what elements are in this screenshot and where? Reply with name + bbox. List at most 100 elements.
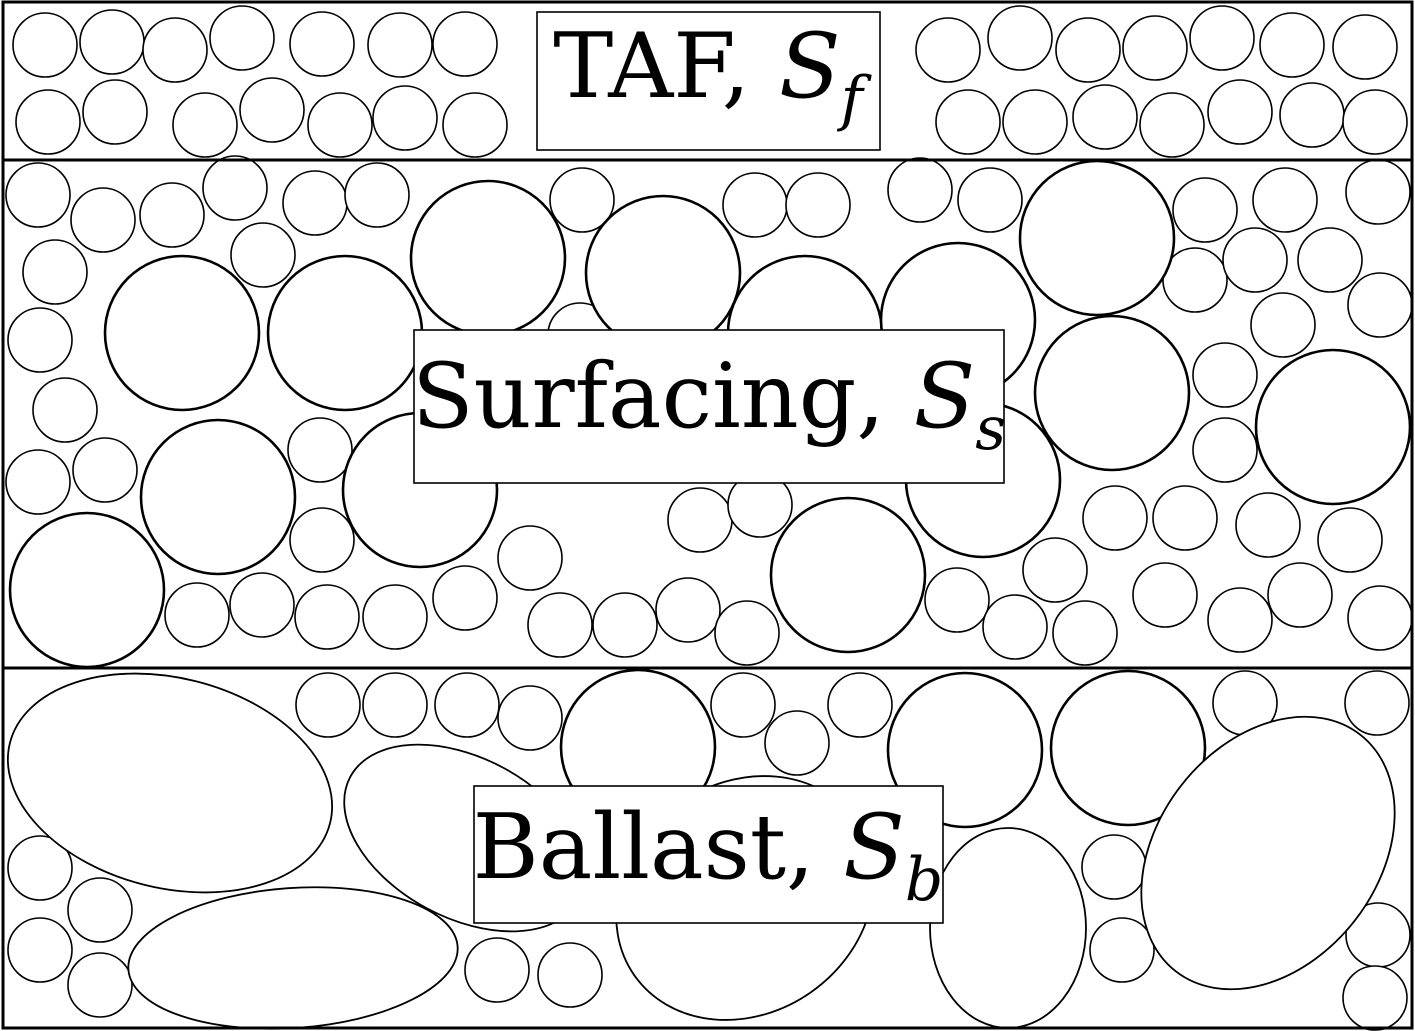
taf-grain (987, 5, 1053, 71)
ballast-label-box (473, 785, 944, 924)
taf-grain (1189, 5, 1255, 71)
taf-grain (1207, 79, 1273, 145)
ballast-label: Ballast, Sb (473, 785, 944, 924)
taf-grain (1055, 17, 1121, 83)
ballast-grain (67, 877, 133, 943)
taf-name: TAF (553, 14, 732, 119)
taf-grain (289, 11, 355, 77)
surfacing-grain (344, 162, 410, 228)
surfacing-large-grain (409, 179, 567, 337)
ballast-grain (1081, 834, 1147, 900)
surfacing-grain (229, 572, 295, 638)
surfacing-grain (722, 172, 788, 238)
surfacing-large-grain (139, 418, 297, 576)
surfacing-grain (1192, 342, 1258, 408)
ballast-name: Ballast (473, 795, 786, 900)
surfacing-large-grain (266, 254, 424, 412)
taf-label-text: TAF, Sf (553, 14, 872, 134)
surfacing-grain (362, 584, 428, 650)
surfacing-grain (957, 167, 1023, 233)
taf-grain (935, 89, 1001, 155)
surfacing-grain (1192, 417, 1258, 483)
surfacing-symbol: S (914, 344, 976, 449)
surfacing-grain (1022, 537, 1088, 603)
ballast-grain (827, 672, 893, 738)
surfacing-grain (549, 167, 615, 233)
surfacing-grain (432, 565, 498, 631)
surfacing-grain (1207, 587, 1273, 653)
surfacing-grain (1235, 492, 1301, 558)
surfacing-grain (282, 170, 348, 236)
ballast-subscript: b (905, 845, 943, 915)
taf-label: TAF, Sf (536, 11, 881, 151)
ballast-elongated-grain (929, 827, 1087, 1029)
surfacing-subscript: s (975, 394, 1006, 464)
ballast-elongated-grain (1140, 715, 1396, 991)
taf-grain (1342, 89, 1408, 155)
taf-grain (239, 77, 305, 143)
surfacing-grain (1267, 562, 1333, 628)
surfacing-grain (202, 155, 268, 221)
ballast-grain (67, 952, 133, 1018)
ballast-grain (497, 685, 563, 751)
taf-grain (1139, 92, 1205, 158)
taf-grain (15, 89, 81, 155)
ballast-grain (362, 672, 428, 738)
surfacing-grain (70, 187, 136, 253)
surfacing-grain (982, 594, 1048, 660)
ballast-grain (295, 672, 361, 738)
surfacing-grain (1222, 227, 1288, 293)
ballast-grain (464, 937, 530, 1003)
taf-grain (1259, 12, 1325, 78)
taf-grain (209, 5, 275, 71)
taf-grain (79, 9, 145, 75)
ballast-grain (434, 672, 500, 738)
surfacing-grain (1297, 227, 1363, 293)
surfacing-grain (164, 582, 230, 648)
surfacing-grain (1345, 159, 1411, 225)
taf-grain (432, 11, 498, 77)
ballast-grain (7, 917, 73, 983)
surfacing-grain (1152, 485, 1218, 551)
surfacing-name: Surfacing (412, 344, 856, 449)
surfacing-grain (7, 307, 73, 373)
particle-grains (5, 5, 1413, 1031)
ballast-grain (1089, 917, 1155, 983)
surfacing-grain (667, 487, 733, 553)
ballast-comma: , (786, 795, 843, 900)
taf-grain (1279, 82, 1345, 148)
surfacing-grain (1052, 600, 1118, 666)
surfacing-label-text: Surfacing, Ss (412, 344, 1006, 464)
surfacing-large-grain (1018, 159, 1176, 317)
surfacing-label-box (413, 329, 1005, 484)
surfacing-grain (1252, 167, 1318, 233)
taf-grain (1002, 89, 1068, 155)
surfacing-grain (230, 222, 296, 288)
surfacing-large-grain (1033, 314, 1191, 472)
taf-grain (172, 92, 238, 158)
taf-grain (442, 92, 508, 158)
surfacing-grain (1347, 272, 1413, 338)
surfacing-grain (72, 437, 138, 503)
surfacing-label: Surfacing, Ss (412, 329, 1006, 484)
surfacing-grain (5, 449, 71, 515)
surfacing-grain (287, 417, 353, 483)
ballast-grain (1342, 965, 1408, 1031)
surfacing-grain (785, 172, 851, 238)
ballast-symbol: S (843, 795, 905, 900)
taf-grain (1332, 14, 1398, 80)
surfacing-grain (1250, 292, 1316, 358)
surfacing-large-grain (769, 496, 927, 654)
taf-grain (307, 92, 373, 158)
taf-label-box (536, 11, 881, 151)
surfacing-large-grain (584, 194, 742, 352)
ballast-label-text: Ballast, Sb (473, 795, 944, 915)
surfacing-grain (887, 157, 953, 223)
taf-grain (1122, 15, 1188, 81)
taf-grain (142, 17, 208, 83)
taf-comma: , (722, 14, 779, 119)
surfacing-large-grain (1254, 348, 1412, 506)
